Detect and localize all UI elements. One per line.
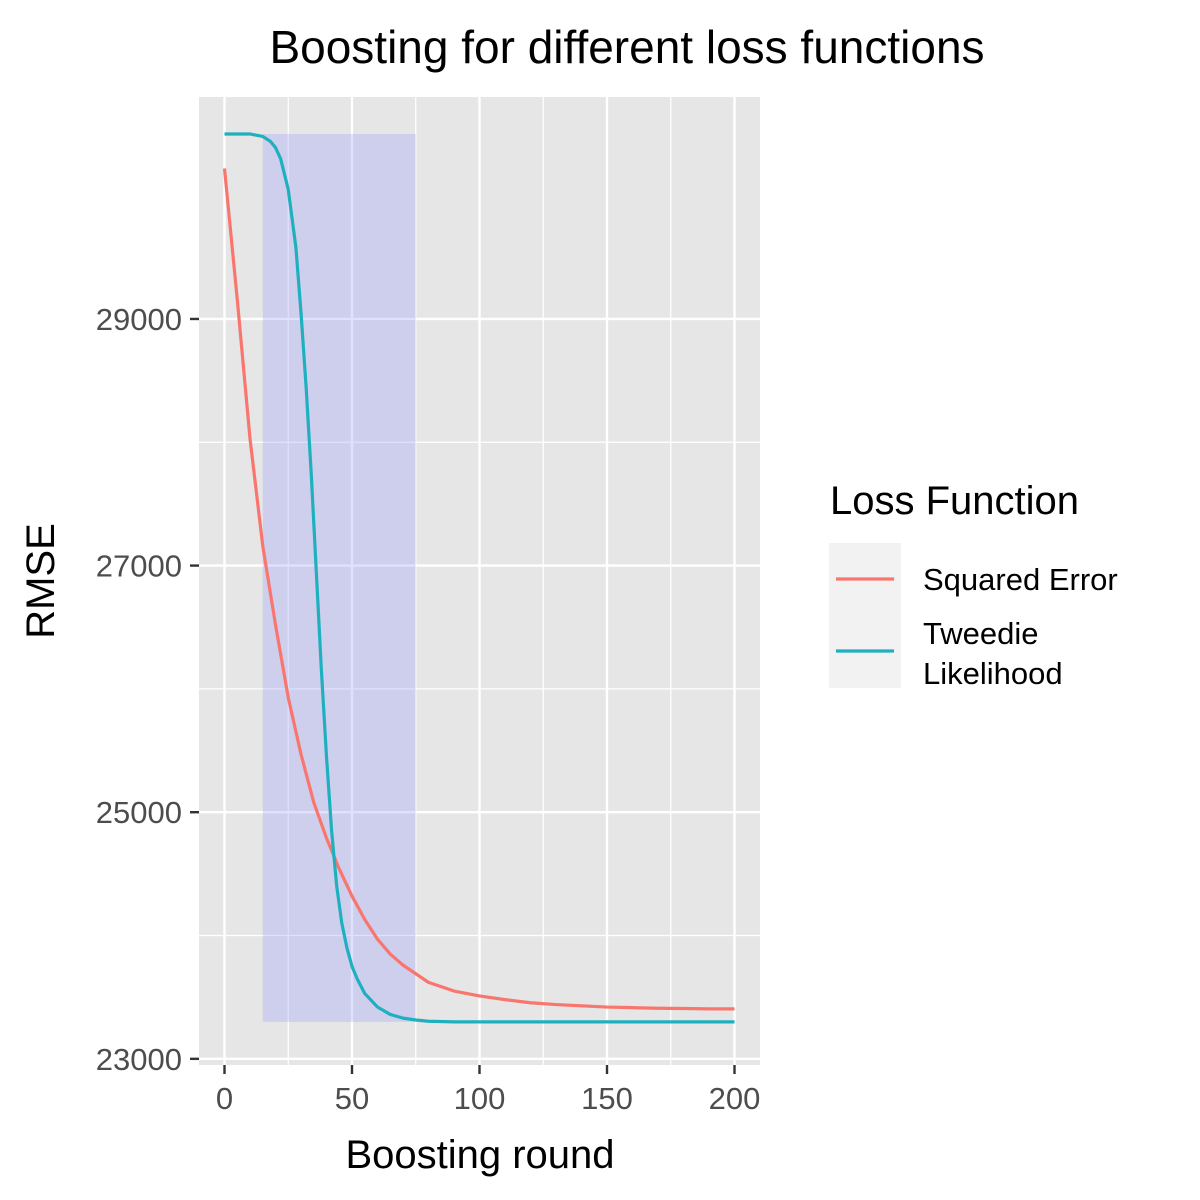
legend-label-line: Squared Error — [923, 562, 1118, 597]
y-tick-label: 27000 — [96, 549, 182, 584]
x-axis-title: Boosting round — [345, 1133, 614, 1177]
legend-label: Tweedie Likelihood — [923, 616, 1063, 691]
y-axis-title: RMSE — [19, 523, 63, 639]
chart-title: Boosting for different loss functions — [269, 21, 984, 73]
series-line-squared-error — [222, 168, 735, 1011]
data-series — [222, 132, 735, 1024]
series-line-tweedie-likelihood — [224, 132, 735, 1024]
legend: Loss Function Squared Error Tweedie Likeli… — [829, 479, 1118, 691]
highlight-region — [262, 133, 416, 1022]
x-tick-label: 100 — [454, 1081, 506, 1116]
x-tick-label: 0 — [216, 1081, 233, 1116]
legend-label-line: Likelihood — [923, 656, 1063, 691]
legend-label: Squared Error — [923, 562, 1118, 597]
x-tick-label: 200 — [709, 1081, 761, 1116]
x-tick-label: 150 — [581, 1081, 633, 1116]
legend-label-line: Tweedie — [923, 616, 1038, 651]
y-tick-label: 23000 — [96, 1042, 182, 1077]
x-tick-label: 50 — [335, 1081, 369, 1116]
y-axis: 23000 25000 27000 29000 — [96, 302, 199, 1077]
y-tick-label: 25000 — [96, 795, 182, 830]
x-axis: 0 50 100 150 200 — [216, 1065, 760, 1116]
legend-title: Loss Function — [830, 479, 1079, 523]
legend-key-background — [829, 543, 901, 688]
grid-lines — [199, 97, 760, 1065]
y-tick-label: 29000 — [96, 302, 182, 337]
